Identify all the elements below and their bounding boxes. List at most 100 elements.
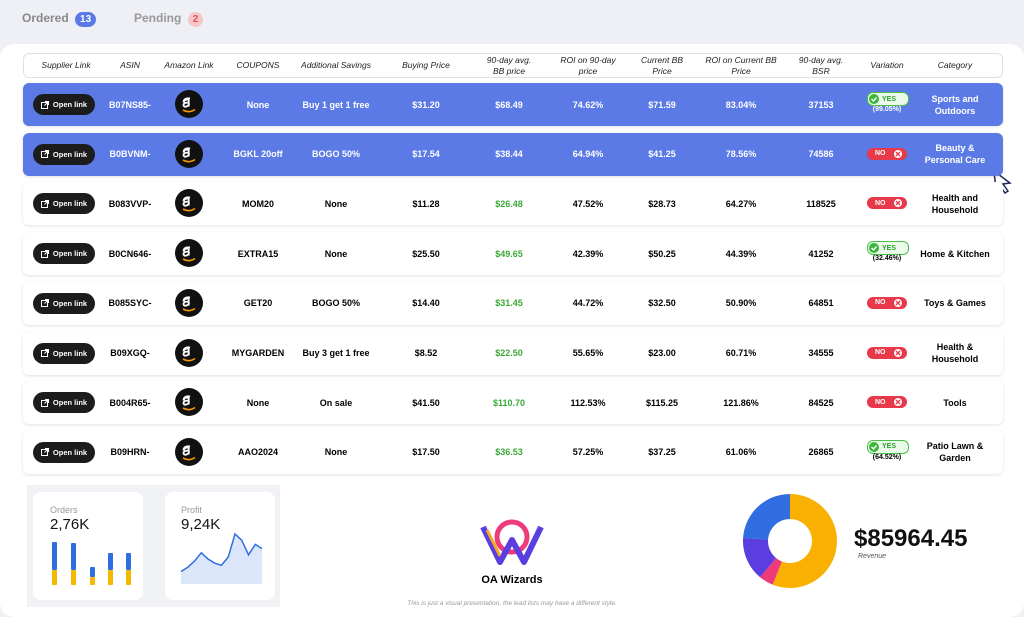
variation-label: YES [882,244,897,252]
profit-value: 9,24K [181,516,221,533]
header-cell: 90-day avg. BB price [486,54,532,76]
logo [480,519,544,565]
bsr-cell: 34555 [808,348,834,358]
orders-bar [108,570,113,585]
current-bb-cell: $37.25 [648,447,676,458]
orders-card [33,492,143,600]
variation-icon [892,148,903,159]
revenue-segment [742,538,776,578]
roi-current-cell: 44.39% [725,248,757,259]
category-cell: Beauty & Personal Care [924,143,986,166]
variation-icon [892,347,903,358]
icon-a [182,296,191,307]
savings-cell: None [324,248,348,259]
link-icon [40,349,49,357]
profit-line [180,532,263,573]
icon-smile [182,158,196,163]
bsr-cell: 26865 [808,447,834,458]
open-link-button[interactable]: Open link [33,441,95,463]
orders-bar [126,570,131,585]
coupon-cell: MOM20 [241,198,274,209]
header-cell: Variation [870,60,904,70]
icon-a [182,196,191,207]
roi-cell: 57.25% [572,447,604,458]
variation-percent: (99.05%) [872,106,902,113]
roi-cell: 74.62% [572,99,604,110]
bsr-cell: 37153 [808,99,834,110]
current-bb-cell: $23.00 [648,348,676,358]
amazon-icon [175,437,203,466]
icon-smile [182,108,196,113]
orders-bar [52,570,57,585]
buying-cell: $31.20 [412,99,440,110]
revenue-value: $85964.45 [854,525,968,552]
open-link-label: Open link [52,398,88,408]
amazon-icon [175,288,203,317]
open-link-label: Open link [52,249,88,259]
orders-value: 2,76K [50,516,90,533]
open-link-button[interactable]: Open link [33,143,95,165]
icon-smile [182,456,196,461]
amazon-icon [175,338,203,367]
table-row: Open link B07NS85- None Buy 1 get 1 free $31… [23,83,1003,126]
open-link-button[interactable]: Open link [33,392,95,414]
open-link-button[interactable]: Open link [33,243,95,265]
icon-a [182,395,191,406]
link-icon [40,448,49,457]
variation-icon [892,297,903,308]
avg-bb-cell: $26.48 [495,198,523,209]
roi-current-cell: 50.90% [725,298,757,309]
variation-label: NO [875,199,886,207]
orders-bar [71,543,76,570]
variation-pill: YES [867,241,909,256]
open-link-label: Open link [52,199,88,209]
coupon-cell: GET20 [243,298,273,309]
open-link-label: Open link [52,298,88,308]
category-cell: Tools [943,397,967,408]
tab-ordered[interactable]: Ordered 13 [22,11,97,27]
link-icon [40,150,49,159]
amazon-icon [175,139,203,168]
savings-cell: BOGO 50% [311,298,360,309]
tab-pending[interactable]: Pending 2 [134,11,204,27]
open-link-label: Open link [52,348,88,358]
open-link-button[interactable]: Open link [33,292,95,314]
icon-a [182,147,191,158]
category-cell: Patio Lawn & Garden [926,441,984,464]
variation-pill: YES [867,92,909,106]
variation-icon [869,94,879,104]
open-link-button[interactable]: Open link [33,193,95,215]
asin-cell: B004R65- [109,397,151,408]
link-icon [40,199,49,208]
tab-label: Pending [134,11,182,25]
variation-label: YES [882,95,897,103]
table-row: Open link B083VVP- MOM20 None $11.28 $26.48 47… [23,182,1003,226]
open-link-label: Open link [52,149,88,159]
header-cell: Current BB Price [640,54,684,76]
variation-pill: NO [867,346,907,359]
roi-current-cell: 60.71% [725,348,757,358]
footnote: This is just a visual presentation, the … [407,600,617,607]
icon-smile [182,407,196,411]
revenue-segment [743,494,790,540]
open-link-button[interactable]: Open link [33,94,95,115]
roi-cell: 42.39% [572,248,604,259]
table-row: Open link B004R65- None On sale $41.50 $110.7… [23,381,1003,425]
asin-cell: B09XGQ- [110,348,150,358]
table-row: Open link B0BVNM- BGKL 20off BOGO 50% $17.54… [23,132,1003,176]
asin-cell: B09HRN- [110,447,150,458]
savings-cell: BOGO 50% [311,149,360,160]
header-cell: Additional Savings [301,60,371,70]
link-icon [40,398,49,407]
category-cell: Home & Kitchen [920,248,990,259]
open-link-button[interactable]: Open link [33,342,95,364]
roi-current-cell: 61.06% [725,447,757,458]
icon-smile [182,357,196,361]
table-row: Open link B085SYC- GET20 BOGO 50% $14.40 $31.… [23,281,1003,325]
coupon-cell: None [246,99,270,110]
avg-bb-cell: $36.53 [495,447,523,458]
table-row: Open link B0CN646- EXTRA15 None $25.50 $49.65… [23,232,1003,276]
coupon-cell: None [246,397,270,408]
coupon-cell: BGKL 20off [233,149,283,160]
variation-icon [892,198,903,209]
